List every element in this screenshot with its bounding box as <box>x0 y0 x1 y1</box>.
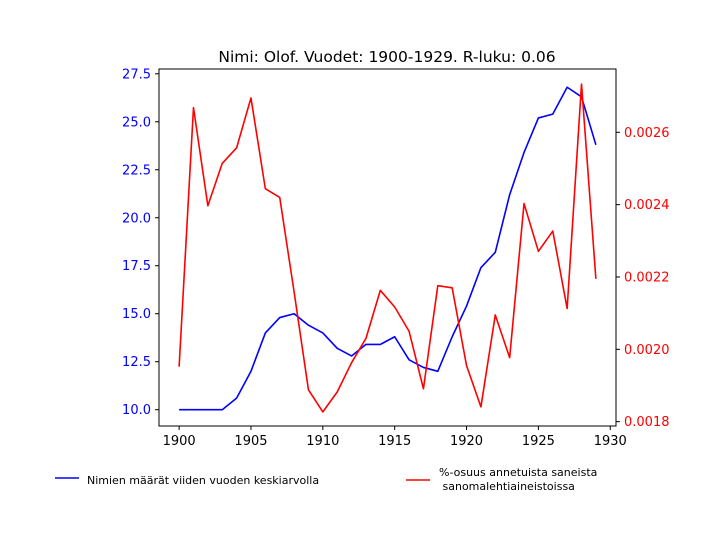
series-line-token-share <box>178 83 597 413</box>
right-y-tick-label: 0.0020 <box>624 343 670 358</box>
left-y-tick-label: 27.5 <box>122 67 151 82</box>
left-y-tick-label: 10.0 <box>122 403 151 418</box>
chart-title: Nimi: Olof. Vuodet: 1900-1929. R-luku: 0… <box>218 48 555 66</box>
x-tick-label: 1910 <box>306 434 339 449</box>
x-tick-label: 1925 <box>522 434 555 449</box>
x-tick-label: 1930 <box>594 434 627 449</box>
x-tick-label: 1900 <box>163 434 196 449</box>
left-y-tick-label: 17.5 <box>122 259 151 274</box>
x-tick-label: 1905 <box>234 434 267 449</box>
left-y-tick-label: 22.5 <box>122 163 151 178</box>
plot-area <box>178 83 597 413</box>
right-y-tick-label: 0.0018 <box>624 415 670 430</box>
legend-label: %-osuus annetuista saneista sanomalehtia… <box>439 466 597 493</box>
legend: Nimien määrät viiden vuoden keskiarvolla… <box>55 466 597 493</box>
right-y-tick-label: 0.0022 <box>624 270 670 285</box>
left-y-tick-label: 25.0 <box>122 115 151 130</box>
left-y-tick-label: 20.0 <box>122 211 151 226</box>
axes: 1900 1905 1910 1915 1920 1925 1930 10.0 12.5 15.0… <box>122 67 669 449</box>
series-line-name-counts <box>179 86 597 411</box>
plot-frame <box>158 68 617 427</box>
x-tick-label: 1920 <box>450 434 483 449</box>
left-y-tick-label: 15.0 <box>122 307 151 322</box>
right-y-tick-label: 0.0026 <box>624 126 670 141</box>
legend-label: Nimien määrät viiden vuoden keskiarvolla <box>87 474 319 487</box>
left-y-tick-label: 12.5 <box>122 355 151 370</box>
right-y-tick-label: 0.0024 <box>624 198 670 213</box>
x-tick-label: 1915 <box>378 434 411 449</box>
